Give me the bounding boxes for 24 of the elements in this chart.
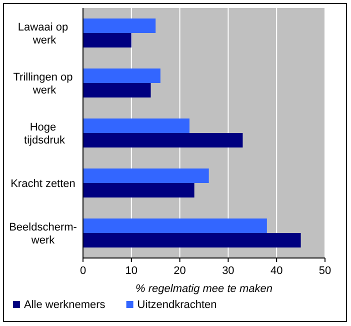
bar (83, 33, 132, 48)
x-tick-label: 50 (318, 265, 332, 277)
bar (83, 233, 301, 248)
x-tick-label: 0 (80, 265, 86, 277)
bar (83, 118, 190, 133)
legend-label: Uitzendkrachten (137, 299, 217, 311)
bar (83, 68, 160, 83)
bar (83, 133, 243, 148)
y-tick-label: Kracht zetten (10, 178, 76, 190)
x-axis-title: % regelmatig mee te maken (136, 283, 272, 295)
bar (83, 83, 151, 98)
x-tick-label: 20 (174, 265, 186, 277)
y-tick-label: Trillingen op werk (13, 72, 73, 96)
bar (83, 18, 156, 33)
x-tick-label: 40 (270, 265, 283, 277)
y-tick-label: Beeldscherm-werk (9, 222, 78, 246)
legend-label: Alle werknemers (24, 299, 106, 311)
bar (83, 183, 194, 198)
y-tick-label: Hoge tijdsdruk (20, 122, 66, 146)
bar (83, 168, 209, 183)
x-tick-label: 10 (125, 265, 138, 277)
x-tick-label: 30 (222, 265, 234, 277)
y-tick-label: Lawaai op werk (18, 22, 68, 46)
bar (83, 218, 267, 233)
